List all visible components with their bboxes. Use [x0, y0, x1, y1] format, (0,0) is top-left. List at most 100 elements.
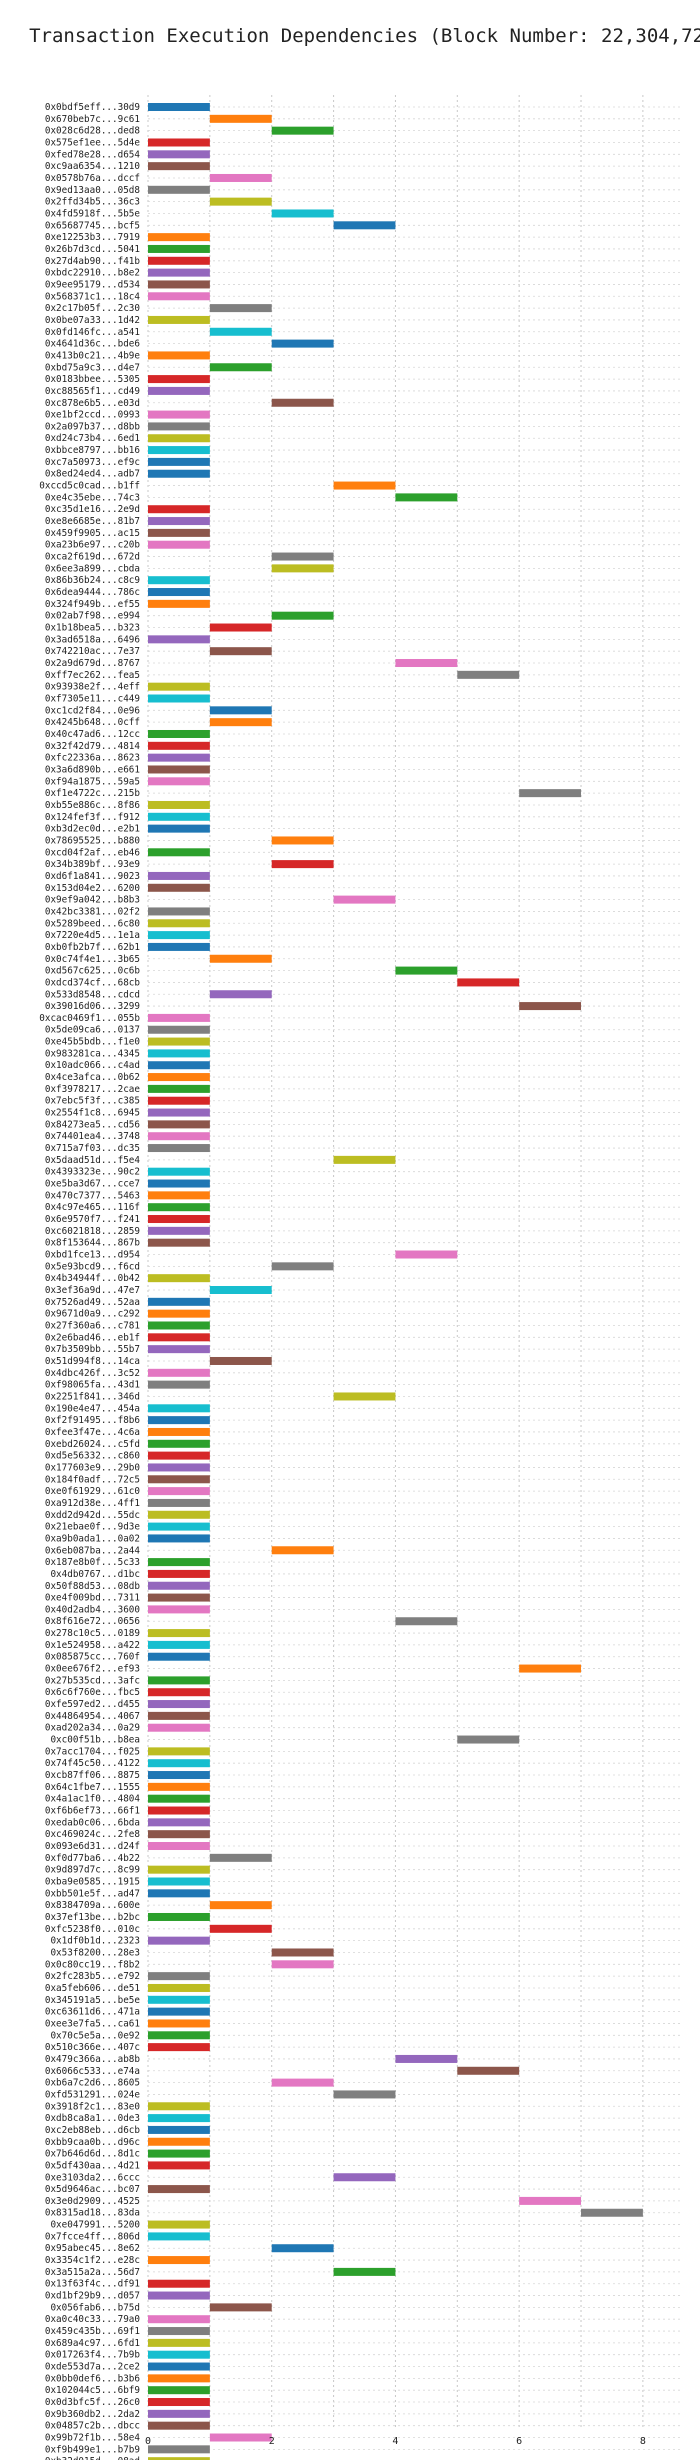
y-tick-label: 0x0be07a33...1d42	[45, 315, 140, 326]
y-tick-label: 0x4dbc426f...3c52	[45, 1368, 140, 1379]
dependency-bar	[148, 1191, 210, 1200]
y-tick-label: 0xcb87ff06...8875	[45, 1770, 140, 1781]
dependency-bar	[148, 2043, 210, 2052]
dependency-bar	[148, 741, 210, 750]
dependency-bar	[148, 1084, 210, 1093]
dependency-bar	[148, 2007, 210, 2016]
y-tick-label: 0xe3103da2...6ccc	[45, 2172, 140, 2183]
y-tick-label: 0x153d04e2...6200	[45, 883, 140, 894]
dependency-bar	[148, 1215, 210, 1224]
y-tick-label: 0xbb501e5f...ad47	[45, 1888, 140, 1899]
y-tick-label: 0x0c74f4e1...3b65	[45, 954, 140, 965]
dependency-bar	[148, 599, 210, 608]
y-tick-label: 0x689a4c97...6fd1	[45, 2338, 140, 2349]
y-tick-label: 0x5daad51d...f5e4	[45, 1155, 141, 1166]
dependency-bar	[209, 304, 272, 313]
dependency-bar	[148, 2409, 210, 2418]
y-tick-label: 0x345191a5...be5e	[45, 1995, 141, 2006]
dependency-bar	[148, 1995, 210, 2004]
y-tick-label: 0x715a7f03...dc35	[45, 1143, 140, 1154]
dependency-bar	[148, 1794, 210, 1803]
y-tick-label: 0x5289beed...6c80	[45, 918, 140, 929]
dependency-bar	[148, 1463, 210, 1472]
dependency-bar	[148, 1179, 210, 1188]
y-tick-label: 0xb0fb2b7f...62b1	[45, 942, 140, 953]
y-tick-label: 0x278c10c5...0189	[45, 1628, 140, 1639]
dependency-bar	[148, 1759, 210, 1768]
dependency-bar	[271, 552, 334, 561]
dependency-bar	[148, 1333, 210, 1342]
dependency-bar	[148, 505, 210, 514]
dependency-bar	[333, 1392, 396, 1401]
y-tick-label: 0x44864954...4067	[45, 1711, 140, 1722]
y-tick-label: 0x37ef13be...b2bc	[45, 1912, 140, 1923]
y-tick-label: 0x6ee3a899...cbda	[45, 563, 140, 574]
dependency-bar	[395, 2054, 458, 2063]
dependency-bar	[457, 2066, 520, 2075]
dependency-bar	[148, 1073, 210, 1082]
dependency-bar	[148, 1487, 210, 1496]
y-tick-label: 0x187e8b0f...5c33	[45, 1557, 140, 1568]
y-tick-label: 0xa0c40c33...79a0	[45, 2314, 140, 2325]
dependency-bar	[148, 2445, 210, 2454]
dependency-bar	[271, 339, 334, 348]
y-tick-label: 0x78695525...b880	[45, 835, 140, 846]
dependency-bar	[148, 1830, 210, 1839]
dependency-bar	[148, 2149, 210, 2158]
dependency-bar	[209, 327, 272, 336]
dependency-bar	[148, 1700, 210, 1709]
y-tick-label: 0x93938e2f...4eff	[45, 682, 140, 693]
y-tick-labels: 0x0bdf5eff...30d90x670beb7c...9c610x028c…	[39, 102, 140, 2460]
dependency-bar	[148, 2114, 210, 2123]
dependency-bar	[148, 682, 210, 691]
y-tick-label: 0x3354c1f2...e28c	[45, 2255, 140, 2266]
y-tick-label: 0xdb8ca8a1...0de3	[45, 2113, 140, 2124]
y-tick-label: 0x3ef36a9d...47e7	[45, 1285, 140, 1296]
y-tick-label: 0xba9e0585...1915	[45, 1877, 140, 1888]
y-tick-label: 0x3918f2c1...83e0	[45, 2101, 140, 2112]
dependency-bar	[148, 919, 210, 928]
dependency-bar	[148, 1037, 210, 1046]
dependency-bar	[148, 2031, 210, 2040]
dependency-bar	[519, 1664, 582, 1673]
y-tick-label: 0xc1cd2f84...0e96	[45, 705, 140, 716]
y-tick-label: 0x34b389bf...93e9	[45, 859, 140, 870]
x-tick-labels: 0 2 4 6 8	[145, 2436, 646, 2447]
y-tick-label: 0xee3e7fa5...ca61	[45, 2018, 140, 2029]
y-tick-label: 0x575ef1ee...5d4e	[45, 137, 141, 148]
dependency-bar	[148, 1167, 210, 1176]
dependency-bar	[148, 1842, 210, 1851]
y-tick-label: 0xd24c73b4...6ed1	[45, 433, 140, 444]
dependency-bar	[148, 1936, 210, 1945]
y-tick-label: 0x479c366a...ab8b	[45, 2054, 141, 2065]
dependency-bar	[148, 528, 210, 537]
dependency-bar	[148, 1581, 210, 1590]
y-tick-label: 0xe8e6685e...81b7	[45, 516, 140, 527]
dependency-bar	[148, 1132, 210, 1141]
y-tick-label: 0x2fc283b5...e792	[45, 1971, 140, 1982]
y-tick-label: 0xf9b499e1...b7b9	[45, 2444, 140, 2455]
y-tick-label: 0x4393323e...90c2	[45, 1167, 140, 1178]
dependency-bar	[148, 292, 210, 301]
dependency-bar	[333, 2090, 396, 2099]
y-tick-label: 0xd567c625...0c6b	[45, 966, 141, 977]
dependency-bar	[148, 1120, 210, 1129]
dependency-bar	[333, 895, 396, 904]
dependency-bar	[209, 2303, 272, 2312]
y-tick-label: 0x4641d36c...bde6	[45, 339, 140, 350]
y-tick-label: 0xedab0c06...6bda	[45, 1817, 140, 1828]
y-tick-label: 0x983281ca...4345	[45, 1048, 140, 1059]
y-tick-label: 0xd1bf29b9...d057	[45, 2291, 140, 2302]
dependency-bar	[148, 729, 210, 738]
dependency-bar	[148, 457, 210, 466]
dependency-bar	[148, 1723, 210, 1732]
y-tick-label: 0xcac0469f1...055b	[39, 1013, 140, 1024]
dependency-bar	[333, 2173, 396, 2182]
dependency-bar	[148, 824, 210, 833]
dependency-bar	[209, 718, 272, 727]
y-tick-label: 0xfc5238f0...010c	[45, 1924, 140, 1935]
y-tick-label: 0x04857c2b...dbcc	[45, 2421, 140, 2432]
dependency-bar	[148, 2362, 210, 2371]
dependency-bar	[148, 1806, 210, 1815]
